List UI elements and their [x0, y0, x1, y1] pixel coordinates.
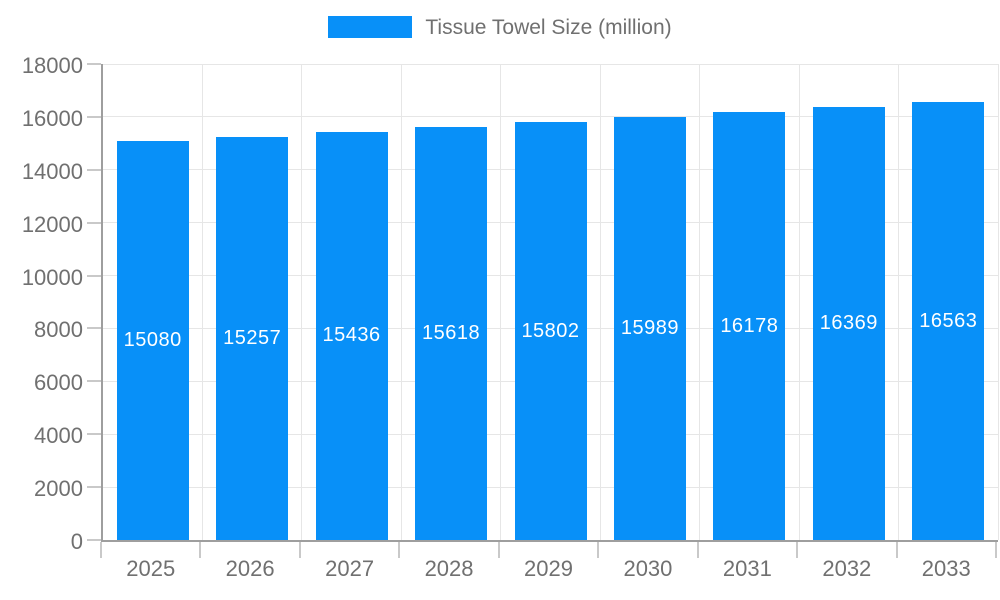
y-tick-label: 6000 [34, 370, 83, 396]
bar: 15257 [216, 136, 289, 540]
x-tick-label: 2025 [126, 556, 176, 581]
x-tick-mark [497, 542, 500, 558]
y-gridline [103, 63, 998, 65]
bar-value-label: 16178 [720, 314, 779, 337]
bar-value-label: 15618 [421, 322, 481, 344]
x-tick-mark [100, 542, 102, 558]
x-gridline [699, 64, 701, 540]
x-gridline [301, 64, 303, 540]
x-tick-label: 2033 [921, 556, 971, 581]
x-tick-mark [298, 542, 301, 558]
bar: 15989 [613, 117, 686, 540]
x-tick-mark [398, 542, 401, 558]
x-tick-mark [796, 542, 799, 558]
x-tick-mark [696, 542, 699, 558]
y-tick-label: 8000 [34, 317, 83, 343]
y-tick-label: 4000 [34, 423, 83, 449]
y-tick-label: 12000 [21, 211, 83, 237]
bar-value-label: 15436 [322, 324, 381, 347]
y-tick-mark [87, 327, 101, 330]
y-tick-mark [87, 539, 101, 541]
y-tick-mark [87, 168, 101, 171]
bar: 16563 [912, 102, 985, 540]
x-gridline [997, 64, 999, 540]
y-tick-mark [87, 274, 101, 277]
x-gridline [599, 64, 601, 540]
bar-value-label: 15802 [521, 319, 580, 342]
y-tick-label: 16000 [21, 105, 83, 131]
x-gridline [898, 64, 900, 540]
bar: 15802 [514, 122, 587, 540]
x-tick-label: 2026 [225, 556, 275, 581]
y-tick-label: 0 [70, 529, 83, 554]
bar-value-label: 16369 [819, 312, 878, 335]
y-tick-mark [87, 486, 101, 489]
y-tick-mark [87, 221, 101, 224]
legend[interactable]: Tissue Towel Size (million) [0, 16, 1000, 38]
x-tick-mark [597, 542, 600, 558]
plot-area: 15080 15257 15436 15618 15802 15989 16178 16369… [101, 63, 999, 542]
y-tick-mark [87, 433, 101, 436]
x-gridline [400, 64, 402, 540]
x-tick-label: 2031 [722, 556, 772, 581]
y-tick-label: 10000 [21, 264, 83, 290]
y-tick-label: 14000 [21, 158, 83, 184]
bar-value-label: 15080 [123, 329, 182, 352]
x-tick-mark [995, 542, 997, 558]
y-tick-mark [87, 115, 101, 118]
x-tick-label: 2028 [424, 556, 474, 581]
y-tick-mark [87, 380, 101, 383]
bar: 15618 [415, 127, 488, 540]
legend-swatch [328, 16, 413, 38]
x-tick-label: 2027 [325, 556, 375, 581]
y-gridline [103, 116, 998, 118]
y-tick-label: 18000 [21, 53, 83, 78]
legend-label: Tissue Towel Size (million) [425, 15, 672, 39]
bar-value-label: 15989 [620, 317, 679, 340]
bar: 15436 [315, 131, 388, 540]
bar: 16369 [812, 107, 885, 540]
bar: 16178 [713, 112, 786, 540]
x-tick-mark [895, 542, 898, 558]
y-tick-label: 2000 [34, 476, 83, 502]
bar-value-label: 15257 [223, 326, 282, 349]
x-gridline [500, 64, 502, 540]
x-gridline [798, 64, 800, 540]
x-tick-mark [199, 542, 202, 558]
bar-value-label: 16563 [919, 309, 978, 332]
x-tick-label: 2029 [524, 556, 573, 581]
bar: 15080 [116, 141, 189, 540]
x-tick-label: 2030 [623, 556, 673, 581]
x-gridline [201, 64, 203, 540]
x-tick-label: 2032 [822, 556, 872, 581]
y-tick-mark [87, 63, 101, 65]
